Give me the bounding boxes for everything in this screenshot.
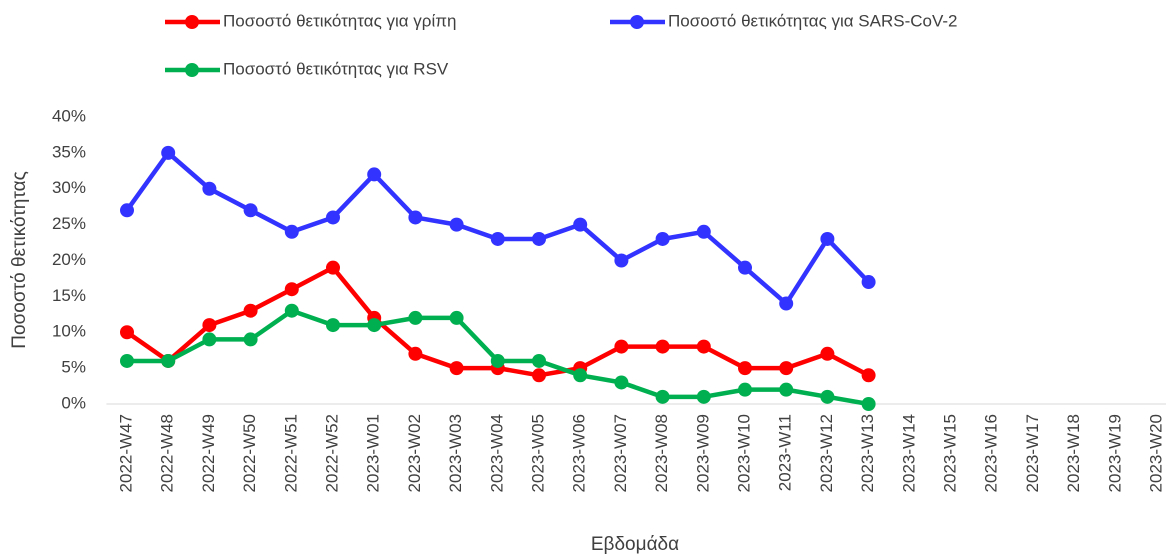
x-tick-label: 2022-W49 bbox=[199, 414, 218, 492]
data-point bbox=[408, 310, 423, 325]
data-point bbox=[284, 282, 299, 297]
x-tick-label: 2023-W13 bbox=[858, 414, 877, 492]
y-tick-label: 20% bbox=[52, 250, 86, 269]
x-tick-label: 2023-W05 bbox=[528, 414, 547, 492]
data-point bbox=[655, 389, 670, 404]
data-point bbox=[243, 303, 258, 318]
data-point bbox=[202, 318, 217, 333]
data-point bbox=[243, 203, 258, 218]
data-point bbox=[779, 382, 794, 397]
data-point bbox=[614, 375, 629, 390]
y-tick-label: 35% bbox=[52, 142, 86, 161]
data-point bbox=[696, 389, 711, 404]
data-point bbox=[161, 145, 176, 160]
y-tick-label: 15% bbox=[52, 286, 86, 305]
x-tick-label: 2022-W47 bbox=[116, 414, 135, 492]
x-tick-label: 2023-W19 bbox=[1105, 414, 1124, 492]
x-tick-label: 2023-W18 bbox=[1064, 414, 1083, 492]
data-point bbox=[738, 382, 752, 397]
data-point bbox=[326, 210, 340, 225]
y-tick-label: 0% bbox=[61, 393, 86, 412]
data-point bbox=[120, 325, 134, 340]
data-point bbox=[779, 296, 794, 311]
x-tick-label: 2023-W03 bbox=[446, 414, 465, 492]
data-point bbox=[284, 303, 299, 318]
x-tick-label: 2022-W51 bbox=[281, 414, 300, 492]
y-axis-title: Ποσοστό θετικότητας bbox=[9, 171, 30, 348]
data-point bbox=[696, 339, 711, 354]
x-tick-label: 2023-W14 bbox=[899, 414, 918, 492]
x-tick-label: 2023-W04 bbox=[487, 414, 506, 492]
y-tick-label: 40% bbox=[52, 106, 86, 125]
data-point bbox=[861, 275, 876, 290]
x-tick-label: 2023-W09 bbox=[693, 414, 712, 492]
data-point bbox=[779, 361, 794, 376]
legend-label: Ποσοστό θετικότητας για RSV bbox=[223, 59, 449, 78]
data-point bbox=[449, 217, 464, 232]
x-tick-label: 2023-W10 bbox=[734, 414, 753, 492]
data-point bbox=[408, 210, 423, 225]
data-point bbox=[614, 339, 629, 354]
data-point bbox=[573, 368, 588, 383]
legend-label: Ποσοστό θετικότητας για SARS-CoV-2 bbox=[668, 11, 958, 30]
series-line bbox=[125, 150, 871, 306]
x-tick-label: 2022-W50 bbox=[240, 414, 259, 492]
x-tick-label: 2022-W48 bbox=[158, 414, 177, 492]
x-tick-label: 2023-W01 bbox=[364, 414, 383, 492]
data-point bbox=[820, 231, 835, 246]
data-point bbox=[614, 253, 629, 268]
x-tick-label: 2022-W52 bbox=[322, 414, 341, 492]
data-point bbox=[120, 353, 134, 368]
x-tick-label: 2023-W20 bbox=[1146, 414, 1165, 492]
data-point bbox=[284, 224, 299, 239]
data-point bbox=[202, 181, 217, 196]
legend-label: Ποσοστό θετικότητας για γρίπη bbox=[223, 11, 456, 30]
data-point bbox=[861, 368, 876, 383]
data-point bbox=[573, 217, 588, 232]
x-tick-label: 2023-W08 bbox=[652, 414, 671, 492]
data-point bbox=[820, 389, 835, 404]
x-tick-label: 2023-W16 bbox=[982, 414, 1001, 492]
legend-marker bbox=[185, 15, 199, 29]
data-point bbox=[861, 397, 876, 411]
x-tick-label: 2023-W07 bbox=[611, 414, 630, 492]
data-point bbox=[820, 346, 835, 361]
data-point bbox=[738, 260, 752, 275]
data-point bbox=[490, 353, 505, 368]
data-point bbox=[243, 332, 258, 347]
data-point bbox=[655, 339, 670, 354]
y-tick-label: 30% bbox=[52, 178, 86, 197]
x-tick-label: 2023-W12 bbox=[817, 414, 836, 492]
data-point bbox=[449, 310, 464, 325]
data-point bbox=[326, 260, 340, 275]
x-tick-label: 2023-W06 bbox=[570, 414, 589, 492]
y-tick-label: 10% bbox=[52, 322, 86, 341]
data-point bbox=[449, 361, 464, 376]
y-tick-label: 5% bbox=[61, 358, 86, 377]
data-point bbox=[490, 231, 505, 246]
legend-marker bbox=[185, 63, 199, 77]
data-point bbox=[696, 224, 711, 239]
data-point bbox=[655, 231, 670, 246]
x-tick-label: 2023-W15 bbox=[940, 414, 959, 492]
data-point bbox=[532, 368, 546, 383]
data-point bbox=[326, 318, 340, 333]
data-point bbox=[367, 318, 382, 333]
data-point bbox=[738, 361, 752, 376]
data-point bbox=[161, 353, 176, 368]
y-tick-label: 25% bbox=[52, 214, 86, 233]
legend-marker bbox=[630, 15, 644, 29]
data-point bbox=[532, 353, 546, 368]
x-axis-title: Εβδομάδα bbox=[591, 534, 679, 555]
data-point bbox=[367, 167, 382, 182]
data-point bbox=[532, 231, 546, 246]
x-tick-label: 2023-W02 bbox=[405, 414, 424, 492]
data-point bbox=[202, 332, 217, 347]
x-tick-label: 2023-W17 bbox=[1023, 414, 1042, 492]
data-point bbox=[408, 346, 423, 361]
x-tick-label: 2023-W11 bbox=[776, 414, 795, 491]
data-point bbox=[120, 203, 134, 218]
